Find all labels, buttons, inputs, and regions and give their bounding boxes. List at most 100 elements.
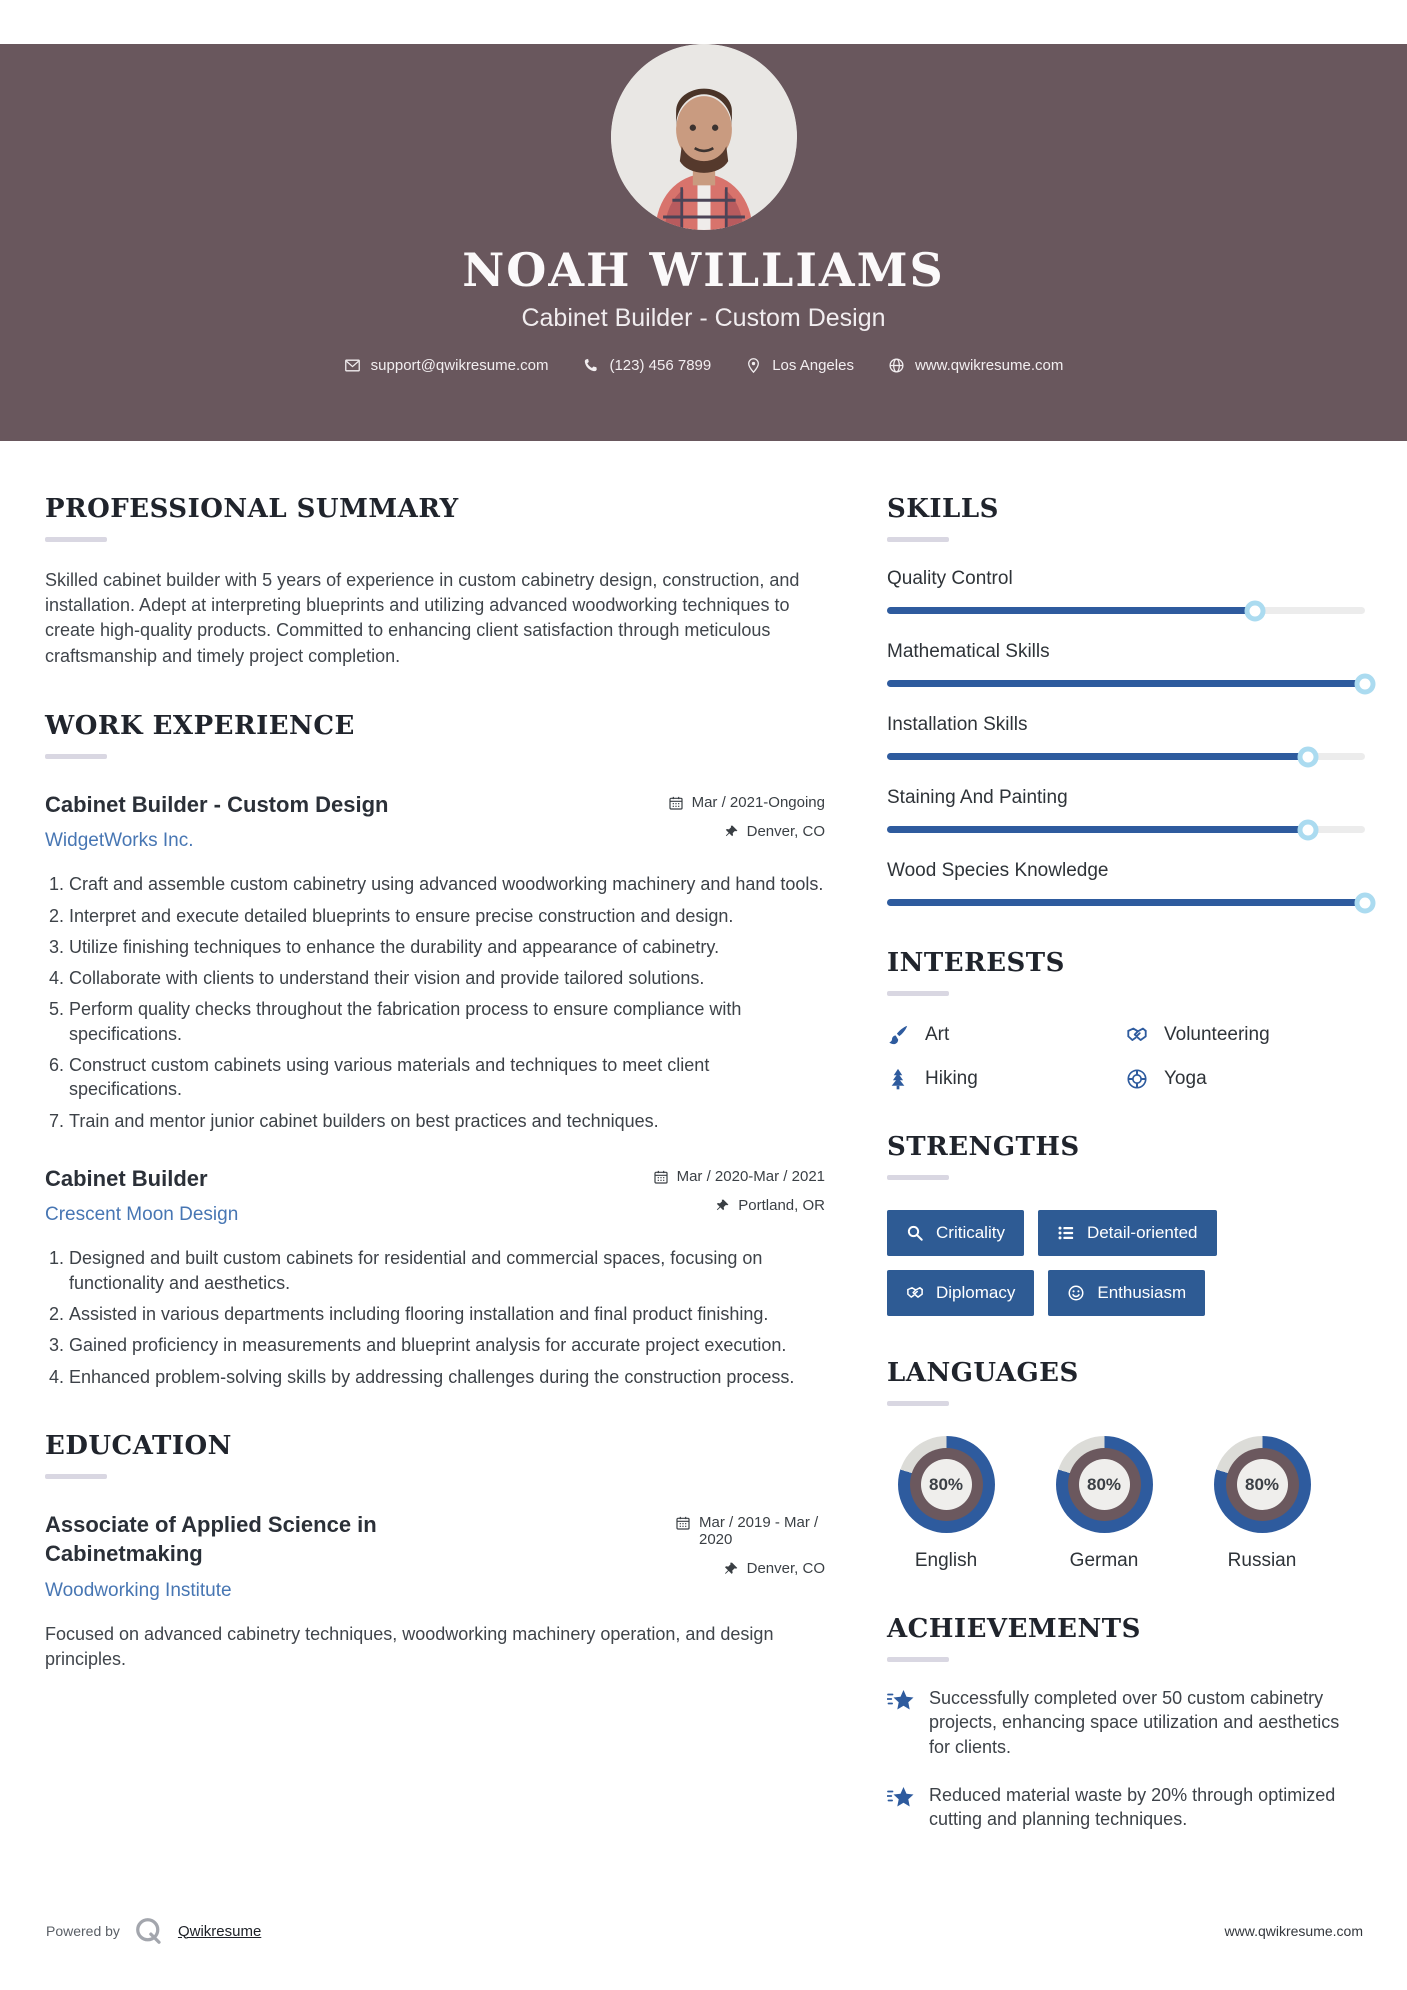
languages-list: 80% English 80% German 80% Russian (887, 1436, 1365, 1572)
contact-website-text: www.qwikresume.com (914, 357, 1064, 375)
pushpin-icon (715, 1197, 730, 1212)
language-percent: 80% (1078, 1459, 1130, 1510)
interest-item: Art (887, 1024, 1126, 1046)
heading-rule (887, 991, 949, 996)
job-location: Denver, CO (724, 823, 825, 840)
interests-list: Art Volunteering Hiking Yoga (887, 1024, 1365, 1090)
job-bullet: Interpret and execute detailed blueprint… (69, 904, 825, 928)
contact-location-text: Los Angeles (772, 357, 854, 375)
job-company-link[interactable]: WidgetWorks Inc. (45, 830, 194, 852)
job-date: Mar / 2021-Ongoing (668, 794, 825, 811)
education-heading: EDUCATION (45, 1430, 232, 1461)
job-bullets: Craft and assemble custom cabinetry usin… (45, 872, 825, 1133)
language-name: Russian (1227, 1550, 1297, 1571)
language-donut-gauge: 80% (897, 1436, 995, 1533)
avatar (610, 44, 797, 230)
contact-location[interactable]: Los Angeles (745, 357, 854, 374)
skill-bar (887, 819, 1365, 840)
strength-button[interactable]: Criticality (887, 1210, 1024, 1256)
education-school-link[interactable]: Woodworking Institute (45, 1580, 232, 1602)
job-location-text: Denver, CO (746, 822, 825, 840)
skill-bar (887, 892, 1376, 913)
job-date-text: Mar / 2021-Ongoing (691, 793, 825, 811)
education-entry: Associate of Applied Science in Cabinetm… (45, 1511, 825, 1673)
heading-rule (45, 537, 107, 542)
job-location-text: Portland, OR (738, 1196, 825, 1214)
languages-heading: LANGUAGES (887, 1358, 1079, 1388)
education-section: EDUCATION Associate of Applied Science i… (45, 1433, 825, 1673)
summary-heading: PROFESSIONAL SUMMARY (45, 494, 459, 524)
skill-fill (887, 607, 1256, 614)
interest-label: Art (925, 1024, 950, 1045)
job-company-link[interactable]: Crescent Moon Design (45, 1204, 239, 1226)
strength-button[interactable]: Enthusiasm (1048, 1270, 1206, 1316)
qwikresume-logo-icon (134, 1916, 164, 1946)
skill-slider-knob[interactable] (1297, 819, 1319, 840)
skill-slider-knob[interactable] (1297, 746, 1319, 767)
job-bullet: Assisted in various departments includin… (69, 1302, 825, 1326)
tree-icon (887, 1068, 909, 1090)
language-donut-gauge: 80% (1213, 1436, 1311, 1533)
strength-button[interactable]: Detail-oriented (1037, 1210, 1217, 1256)
skill-slider-knob[interactable] (1354, 673, 1376, 694)
skill-label: Wood Species Knowledge (887, 860, 1109, 881)
education-degree: Associate of Applied Science in Cabinetm… (45, 1511, 377, 1566)
powered-by-label: Powered by (46, 1923, 120, 1939)
contact-website[interactable]: www.qwikresume.com (888, 357, 1063, 374)
language-item: 80% German (1045, 1436, 1163, 1572)
language-item: 80% Russian (1203, 1436, 1321, 1572)
contact-phone-text: (123) 456 7899 (609, 357, 712, 375)
language-percent: 80% (920, 1459, 972, 1510)
smiley-icon (1067, 1284, 1085, 1302)
skills-heading: SKILLS (887, 494, 999, 524)
job-bullet: Gained proficiency in measurements and b… (69, 1333, 825, 1357)
skill-bar (887, 746, 1365, 767)
job-bullets: Designed and built custom cabinets for r… (45, 1246, 825, 1388)
star-burst-icon (887, 1783, 914, 1808)
job-entry: Cabinet Builder - Custom Design WidgetWor… (45, 791, 825, 1133)
job-location: Portland, OR (715, 1197, 825, 1214)
education-description: Focused on advanced cabinetry techniques… (45, 1624, 774, 1670)
footer-website: www.qwikresume.com (1224, 1923, 1363, 1939)
skill-item: Mathematical Skills (887, 641, 1376, 694)
interest-item: Hiking (887, 1068, 1126, 1090)
star-burst-icon (887, 1686, 914, 1711)
strength-button[interactable]: Diplomacy (887, 1270, 1035, 1316)
strength-label: Criticality (936, 1223, 1005, 1242)
heading-rule (887, 1657, 949, 1662)
contact-phone[interactable]: (123) 456 7899 (582, 357, 711, 374)
heading-rule (887, 1175, 949, 1180)
calendar-icon (676, 1516, 690, 1530)
handshake-icon (906, 1284, 924, 1302)
contact-email[interactable]: support@qwikresume.com (344, 357, 548, 374)
header: NOAH WILLIAMS Cabinet Builder - Custom D… (0, 44, 1407, 441)
strength-label: Diplomacy (936, 1283, 1016, 1302)
achievement-text: Successfully completed over 50 custom ca… (929, 1688, 1340, 1757)
job-title: Cabinet Builder - Custom Design (45, 791, 389, 817)
interests-section: INTERESTS Art Volunteering Hiking Yoga (887, 950, 1365, 1090)
qwikresume-link[interactable]: Qwikresume (177, 1922, 262, 1940)
skill-slider-knob[interactable] (1354, 892, 1376, 913)
pushpin-icon (724, 823, 739, 838)
heading-rule (45, 1473, 107, 1479)
skill-slider-knob[interactable] (1244, 600, 1266, 621)
experience-heading: WORK EXPERIENCE (45, 710, 355, 741)
achievement-item: Successfully completed over 50 custom ca… (887, 1686, 1365, 1759)
content: PROFESSIONAL SUMMARY Skilled cabinet bui… (0, 441, 1407, 1831)
skill-fill (887, 753, 1308, 760)
jobs-container: Cabinet Builder - Custom Design WidgetWor… (45, 791, 825, 1389)
language-donut-gauge: 80% (1055, 1436, 1153, 1533)
education-date-text: Mar / 2019 - Mar / 2020 (699, 1513, 819, 1548)
skill-label: Staining And Painting (887, 787, 1068, 808)
skill-label: Installation Skills (887, 714, 1028, 735)
heading-rule (45, 753, 107, 759)
job-bullet: Collaborate with clients to understand t… (69, 966, 825, 990)
job-entry: Cabinet Builder Crescent Moon Design Mar /… (45, 1165, 825, 1389)
languages-section: LANGUAGES 80% English 80% German 80% Russian (887, 1360, 1365, 1572)
achievement-item: Reduced material waste by 20% through op… (887, 1783, 1365, 1832)
interest-label: Hiking (925, 1068, 978, 1089)
right-column: SKILLS Quality Control Mathematical Skill… (887, 494, 1376, 1832)
interest-label: Volunteering (1164, 1024, 1270, 1045)
job-date: Mar / 2020-Mar / 2021 (653, 1168, 825, 1185)
job-date-text: Mar / 2020-Mar / 2021 (676, 1167, 825, 1185)
